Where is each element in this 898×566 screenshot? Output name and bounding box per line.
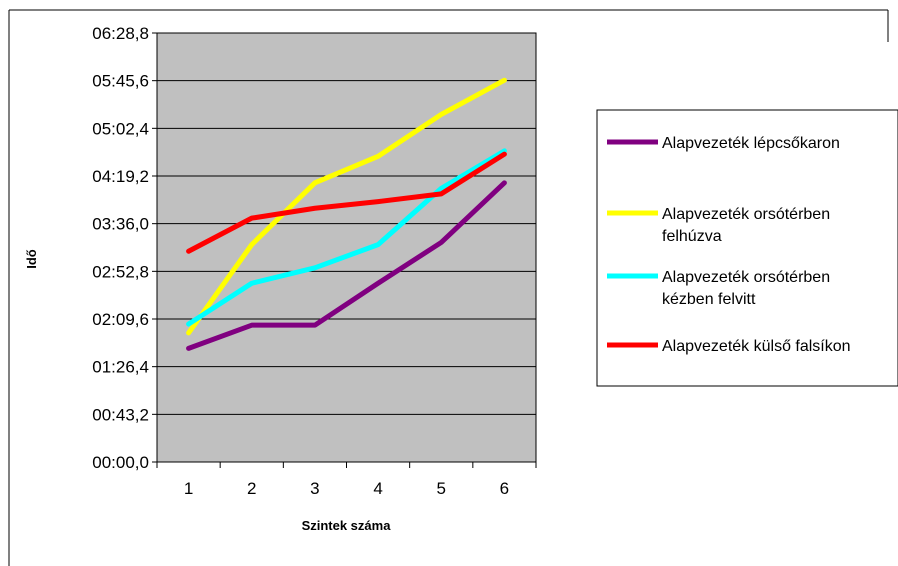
x-axis-title: Szintek száma [302,518,392,533]
y-tick-label: 03:36,0 [92,215,149,234]
x-tick-label: 5 [437,479,446,498]
y-axis-ticks: 00:00,0 00:43,2 01:26,4 02:09,6 02:52,8 03:36… [92,24,157,472]
y-tick-label: 05:45,6 [92,72,149,91]
y-tick-label: 02:52,8 [92,262,149,281]
x-tick-label: 4 [373,479,382,498]
legend-label-4: Alapvezeték külső falsíkon [662,338,851,355]
legend-label-1: Alapvezeték lépcsőkaron [662,135,840,152]
y-tick-label: 00:00,0 [92,453,149,472]
gridlines [157,32,536,415]
y-tick-label: 01:26,4 [92,358,149,377]
y-tick-label: 02:09,6 [92,310,149,329]
y-tick-label: 00:43,2 [92,405,149,424]
x-tick-label: 1 [184,479,193,498]
x-axis-ticks: 1 2 3 4 5 6 [156,462,537,498]
legend-label-3: Alapvezeték orsótérben kézben felvitt [662,269,830,308]
legend-box [596,109,898,387]
legend-label-2: Alapvezeték orsótérben felhúzva [662,206,830,245]
x-tick-label: 3 [310,479,319,498]
y-axis-title: Idő [24,249,39,269]
legend: Alapvezeték lépcsőkaron Alapvezeték orsót… [607,135,851,355]
series-line-2 [186,77,507,336]
y-tick-label: 06:28,8 [92,24,149,43]
y-tick-label: 05:02,4 [92,119,149,138]
plot-area [156,32,537,463]
series-lines [186,77,507,351]
x-tick-label: 6 [500,479,509,498]
x-tick-label: 2 [247,479,256,498]
series-line-3 [186,148,507,327]
series-line-1 [186,180,507,351]
y-tick-label: 04:19,2 [92,167,149,186]
series-line-4 [186,151,507,254]
